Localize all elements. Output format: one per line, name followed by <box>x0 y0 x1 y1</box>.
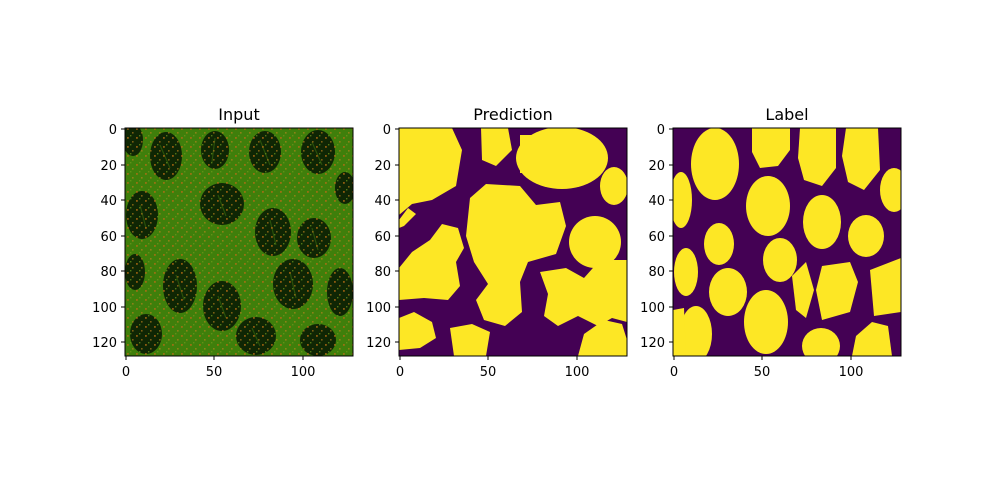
label-region <box>704 223 734 265</box>
x-tick-label: 100 <box>839 365 864 380</box>
label-region <box>680 306 712 356</box>
label-mask <box>673 128 901 356</box>
label-region <box>674 248 698 296</box>
x-tick-label: 0 <box>396 365 404 380</box>
y-tick-label: 0 <box>109 123 117 138</box>
predicted-region <box>399 224 464 300</box>
predicted-region <box>450 324 490 356</box>
y-tick-label: 100 <box>640 301 665 316</box>
predicted-region <box>600 167 627 205</box>
y-tick-label: 120 <box>92 336 117 351</box>
x-tick-label: 100 <box>565 365 590 380</box>
input-frame <box>124 127 354 357</box>
label-region <box>673 308 686 356</box>
prediction-mask <box>399 128 627 356</box>
panel-input: Input <box>124 105 354 357</box>
label-region <box>848 215 884 257</box>
prediction-frame <box>398 127 628 357</box>
tissue-speckle <box>125 128 353 356</box>
tick-labels: 0 20 40 60 80 100 120 0 50 100 0 20 40 6… <box>92 123 863 380</box>
y-tick-label: 0 <box>383 123 391 138</box>
y-tick-label: 0 <box>657 123 665 138</box>
y-tick-label: 60 <box>374 230 391 245</box>
predicted-region <box>481 128 512 166</box>
x-tick-label: 0 <box>670 365 678 380</box>
y-tick-label: 80 <box>648 265 665 280</box>
label-region <box>744 290 788 354</box>
label-region <box>691 128 739 200</box>
predicted-region <box>399 208 416 228</box>
predicted-region <box>399 312 436 350</box>
panel-title-label: Label <box>765 105 808 124</box>
predicted-region <box>540 260 627 326</box>
label-region <box>798 128 836 186</box>
y-tick-label: 120 <box>366 336 391 351</box>
label-region <box>746 176 790 236</box>
predicted-regions <box>399 128 627 356</box>
panel-title-prediction: Prediction <box>473 105 552 124</box>
y-tick-label: 60 <box>648 230 665 245</box>
x-tick-label: 50 <box>754 365 771 380</box>
predicted-region <box>466 184 566 326</box>
y-tick-label: 20 <box>374 159 391 174</box>
x-tick-label: 0 <box>122 365 130 380</box>
label-region <box>816 262 858 320</box>
y-tick-label: 20 <box>648 159 665 174</box>
y-tick-label: 100 <box>366 301 391 316</box>
x-tick-label: 100 <box>291 365 316 380</box>
label-region <box>803 195 841 249</box>
label-region <box>842 128 880 190</box>
y-tick-label: 20 <box>100 159 117 174</box>
panel-prediction: Prediction <box>398 105 628 357</box>
y-tick-label: 80 <box>374 265 391 280</box>
predicted-region <box>578 320 627 356</box>
input-image <box>125 128 353 356</box>
x-tick-label: 50 <box>480 365 497 380</box>
y-tick-label: 40 <box>648 194 665 209</box>
y-tick-label: 40 <box>100 194 117 209</box>
axes-ticks <box>121 128 852 360</box>
y-tick-label: 120 <box>640 336 665 351</box>
label-region <box>880 168 901 212</box>
panel-label: Label <box>672 105 902 357</box>
label-region <box>673 172 692 228</box>
predicted-region <box>399 128 462 215</box>
predicted-region <box>569 216 621 268</box>
label-region <box>870 258 901 316</box>
y-tick-label: 40 <box>374 194 391 209</box>
label-region <box>852 322 892 356</box>
x-tick-label: 50 <box>206 365 223 380</box>
label-region <box>709 268 747 316</box>
y-tick-label: 60 <box>100 230 117 245</box>
label-region <box>802 328 840 356</box>
panel-title-input: Input <box>218 105 259 124</box>
y-tick-label: 100 <box>92 301 117 316</box>
label-region <box>763 238 797 282</box>
predicted-region <box>520 135 542 173</box>
label-frame <box>672 127 902 357</box>
label-regions <box>673 128 901 356</box>
label-region <box>752 128 790 168</box>
label-region <box>792 262 814 318</box>
y-tick-label: 80 <box>100 265 117 280</box>
